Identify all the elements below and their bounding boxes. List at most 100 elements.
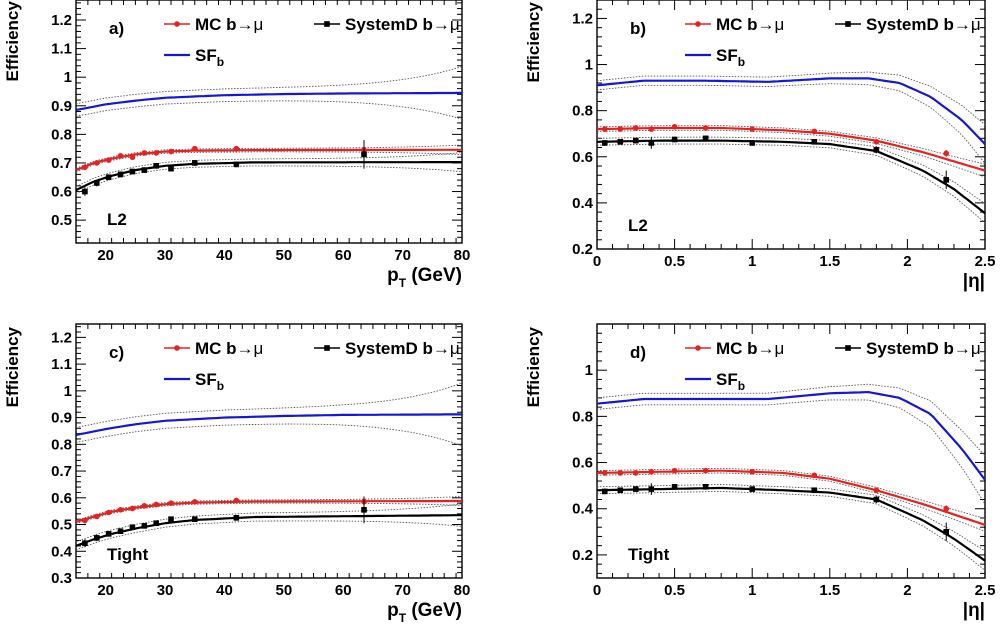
- y-tick-label: 0.6: [572, 149, 593, 166]
- y-axis-label: Efficiency: [3, 1, 22, 82]
- fit-band-upper: [596, 383, 986, 456]
- systemd-data-point: [191, 160, 198, 166]
- fit-band-upper: [75, 144, 463, 169]
- y-tick-label: 1.2: [51, 329, 72, 346]
- legend-systemd-marker: [324, 21, 330, 27]
- fit-band-lower: [75, 100, 463, 120]
- y-tick-label: 1.1: [51, 41, 72, 58]
- mc-data-point: [233, 145, 240, 152]
- y-tick-label: 1: [585, 362, 593, 379]
- mc-data-point: [749, 468, 755, 475]
- legend-systemd-arrow: →: [433, 15, 450, 34]
- systemd-data-point: [93, 535, 100, 541]
- x-axis-label-main: |η|: [963, 600, 985, 621]
- legend-systemd-marker: [324, 345, 330, 351]
- x-tick-label: 20: [97, 247, 114, 264]
- legend-systemd-name: SystemD b: [866, 339, 954, 358]
- legend-systemd-label: SystemD b→μ: [866, 339, 981, 358]
- legend-mc-suffix: μ: [775, 339, 785, 358]
- sf-curve: [596, 77, 986, 145]
- systemd-data-point: [129, 168, 136, 175]
- sf-curve: [596, 390, 986, 481]
- systemd-data-point: [141, 523, 148, 529]
- fit-curve: [596, 139, 986, 215]
- y-tick-label: 1: [64, 69, 72, 86]
- y-tick-label: 0.8: [572, 408, 593, 425]
- panel-tag: d): [630, 343, 646, 362]
- mc-data-point: [105, 157, 112, 163]
- systemd-data-point: [671, 136, 678, 143]
- legend-systemd-name: SystemD b: [866, 15, 954, 34]
- x-axis-label-sub: T: [399, 611, 407, 625]
- y-tick-label: 0.6: [572, 455, 593, 472]
- fit-curve: [596, 486, 986, 562]
- mc-data-point: [617, 470, 624, 476]
- panel-b: 0 0.5 1 1.5 2 2.5 0.2 0.4 0.6 0.8 1 1.2 Efficiency |η…: [524, 0, 995, 292]
- fit-curve: [75, 161, 462, 192]
- y-tick-label: 0.6: [51, 490, 72, 507]
- x-tick-label: 1.5: [819, 253, 840, 270]
- legend-systemd-arrow: →: [954, 339, 971, 358]
- y-tick-label: 0.5: [51, 517, 72, 534]
- legend-mc-marker: [695, 345, 701, 351]
- legend-sf-label: SFb: [716, 46, 745, 69]
- mc-data-point: [943, 505, 949, 512]
- x-tick-label: 40: [216, 582, 233, 599]
- legend-sf-label: SFb: [195, 370, 224, 393]
- y-tick-label: 0.9: [51, 410, 72, 427]
- x-tick-label: 0.5: [664, 253, 685, 270]
- legend-mc-label: MC b→μ: [716, 339, 784, 358]
- mc-data-point: [168, 500, 174, 506]
- panel-tag: b): [630, 19, 646, 38]
- legend-mc-suffix: μ: [254, 15, 264, 34]
- systemd-data-point: [117, 171, 124, 178]
- legend-mc-marker: [174, 345, 180, 351]
- y-tick-label: 0.7: [51, 155, 72, 172]
- y-tick-label: 0.4: [51, 543, 73, 560]
- x-axis-label: pT (GeV): [387, 600, 462, 625]
- legend-mc-arrow: →: [237, 339, 254, 358]
- systemd-data-point: [648, 486, 655, 492]
- plot-frame: [75, 0, 463, 244]
- x-tick-label: 50: [276, 247, 293, 264]
- x-axis-label: |η|: [963, 600, 985, 621]
- mc-data-point: [873, 138, 880, 145]
- y-tick-label: 0.3: [51, 570, 72, 587]
- x-tick-label: 80: [454, 247, 471, 264]
- x-tick-label: 1: [748, 253, 756, 270]
- mc-data-point: [93, 513, 100, 520]
- mc-data-point: [671, 124, 678, 130]
- legend-systemd-marker: [845, 21, 851, 27]
- mc-data-point: [233, 497, 240, 504]
- x-tick-label: 80: [454, 582, 471, 599]
- x-axis-label-main: p: [387, 265, 399, 286]
- legend-mc-suffix: μ: [254, 339, 264, 358]
- fit-band-upper: [75, 503, 463, 543]
- fit-band-lower: [596, 143, 986, 224]
- x-tick-label: 30: [157, 582, 174, 599]
- mc-data-point: [617, 126, 624, 132]
- x-tick-label: 70: [394, 582, 411, 599]
- mc-data-point: [129, 505, 136, 512]
- systemd-data-point: [361, 507, 367, 513]
- y-tick-label: 0.4: [572, 195, 594, 212]
- legend-mc-name: MC b: [195, 339, 237, 358]
- systemd-data-point: [749, 140, 755, 146]
- x-tick-label: 70: [394, 247, 411, 264]
- legend-mc-label: MC b→μ: [195, 15, 263, 34]
- legend-systemd-name: SystemD b: [345, 339, 433, 358]
- mc-data-point: [601, 126, 608, 132]
- cut-label: Tight: [628, 545, 670, 564]
- mc-data-point: [648, 126, 655, 132]
- fit-band-upper: [596, 125, 986, 165]
- legend-mc-suffix: μ: [775, 15, 785, 34]
- cut-label: L2: [107, 210, 127, 229]
- y-tick-label: 0.2: [572, 241, 593, 258]
- systemd-data-point: [811, 138, 818, 145]
- y-tick-label: 0.6: [51, 184, 72, 201]
- legend-systemd-label: SystemD b→μ: [345, 339, 460, 358]
- systemd-data-point: [82, 188, 88, 195]
- fit-curve: [75, 499, 462, 523]
- mc-data-point: [117, 153, 124, 159]
- systemd-data-point: [168, 516, 174, 522]
